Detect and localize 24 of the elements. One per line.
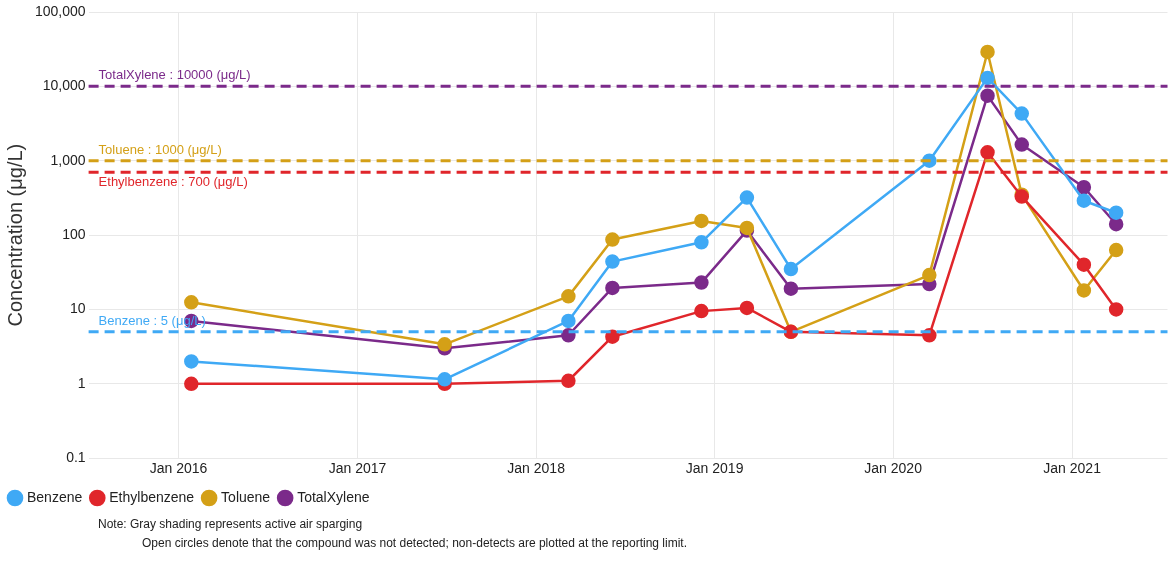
text: Note: Gray shading represents active air sparging — [98, 516, 364, 533]
y-axis-title: Concentration (μg/L) — [3, 143, 26, 327]
legend-label: Toluene — [221, 488, 271, 505]
ref-line-label: TotalXylene : 10000 (μg/L) — [98, 67, 251, 83]
x-tick-label: Jan 2021 — [1043, 460, 1102, 477]
y-tick-label: 10 — [70, 300, 86, 317]
y-tick-label: 0.1 — [66, 449, 86, 466]
ref-line-label: Ethylbenzene : 700 (μg/L) — [98, 174, 248, 190]
ref-line-label: Benzene : 5 (μg/L) — [98, 312, 206, 328]
x-tick-label: Jan 2020 — [864, 460, 923, 477]
y-tick-label: 100,000 — [35, 2, 86, 19]
ref-line-label: Toluene : 1000 (μg/L) — [98, 141, 222, 157]
legend-label: Benzene — [27, 488, 83, 505]
y-tick-label: 10,000 — [42, 77, 86, 94]
x-tick-label: Jan 2018 — [507, 460, 566, 477]
y-tick-label: 100 — [62, 225, 86, 242]
x-tick-label: Jan 2017 — [328, 460, 387, 477]
legend-label: TotalXylene — [297, 488, 370, 505]
y-tick-label: 1,000 — [50, 151, 86, 168]
legend-label: Ethylbenzene — [109, 488, 195, 505]
y-tick-label: 1 — [77, 374, 86, 391]
x-tick-label: Jan 2019 — [685, 460, 744, 477]
text: Open circles denote that the compound was not detected; non-detects are plotted at the reporting limit. — [142, 535, 688, 552]
x-tick-label: Jan 2016 — [149, 460, 208, 477]
